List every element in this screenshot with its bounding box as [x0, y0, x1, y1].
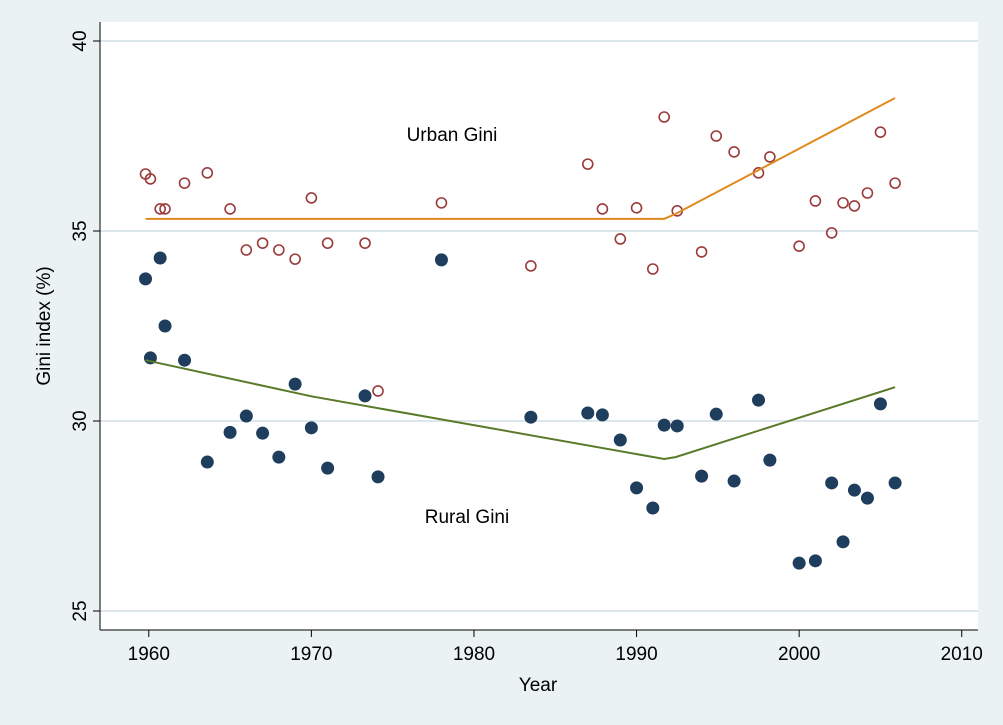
point — [646, 501, 660, 515]
point — [657, 418, 671, 432]
point — [581, 158, 594, 170]
point — [710, 130, 723, 142]
point — [630, 481, 644, 495]
point — [847, 483, 861, 497]
point — [792, 556, 806, 570]
x-axis-label: Year — [519, 675, 558, 696]
point — [372, 385, 384, 397]
point — [144, 173, 157, 185]
point — [837, 197, 849, 209]
point — [304, 421, 318, 435]
point — [288, 377, 302, 391]
point — [239, 409, 253, 423]
y-tick-label: 35 — [70, 220, 91, 241]
point — [595, 408, 609, 422]
point — [435, 197, 448, 209]
point — [889, 177, 901, 189]
point — [613, 433, 627, 447]
point — [809, 195, 822, 207]
point — [305, 192, 318, 204]
point — [178, 177, 191, 189]
point — [200, 455, 214, 469]
point — [860, 491, 874, 505]
point — [581, 406, 595, 420]
point — [256, 237, 269, 249]
x-tick-label: 1990 — [615, 644, 657, 665]
annotation: Rural Gini — [425, 507, 509, 528]
point — [178, 353, 192, 367]
point — [888, 476, 902, 490]
plot-area — [100, 22, 978, 630]
x-tick-label: 2000 — [778, 644, 820, 665]
point — [825, 476, 839, 490]
point — [525, 260, 537, 272]
point — [596, 203, 609, 215]
point — [670, 419, 684, 433]
point — [154, 203, 166, 215]
point — [256, 426, 270, 440]
point — [201, 167, 214, 179]
point — [139, 272, 153, 286]
point — [434, 253, 448, 267]
x-tick-label: 2010 — [941, 644, 983, 665]
point — [272, 450, 286, 464]
point — [371, 470, 385, 484]
point — [752, 393, 765, 407]
fit-line — [145, 359, 896, 461]
point — [358, 389, 372, 403]
point — [647, 263, 659, 275]
y-tick-label: 40 — [70, 30, 91, 51]
point — [793, 240, 805, 252]
point — [289, 253, 301, 265]
point — [764, 151, 776, 163]
x-tick-label: 1960 — [128, 644, 170, 665]
fit-line — [145, 97, 896, 220]
point — [727, 474, 741, 488]
point — [359, 237, 371, 249]
point — [159, 203, 171, 215]
point — [273, 244, 285, 256]
point — [524, 410, 538, 424]
point — [728, 146, 740, 158]
point — [848, 200, 861, 212]
point — [658, 111, 670, 123]
point — [836, 535, 850, 549]
point — [808, 554, 822, 568]
point — [825, 227, 838, 239]
x-tick-label: 1970 — [290, 644, 332, 665]
point — [873, 397, 887, 411]
y-tick-label: 25 — [70, 600, 91, 621]
y-axis-label: Gini index (%) — [34, 266, 55, 385]
point — [158, 319, 172, 333]
point — [861, 187, 874, 199]
point — [695, 469, 709, 483]
point — [709, 407, 723, 421]
point — [695, 246, 708, 258]
x-tick-label: 1980 — [453, 644, 495, 665]
annotation: Urban Gini — [407, 125, 498, 146]
point — [224, 203, 236, 215]
point — [321, 461, 335, 475]
y-tick-label: 30 — [70, 410, 91, 431]
point — [614, 233, 627, 245]
point — [763, 453, 777, 467]
point — [153, 251, 167, 265]
point — [321, 237, 334, 249]
point — [630, 202, 643, 214]
point — [223, 425, 237, 439]
point — [240, 244, 253, 256]
point — [874, 126, 887, 138]
